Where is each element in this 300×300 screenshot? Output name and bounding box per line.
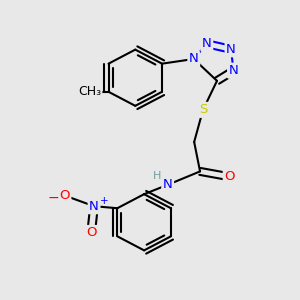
Text: N: N (202, 37, 212, 50)
Text: N: N (163, 178, 172, 191)
Text: S: S (199, 103, 207, 116)
Text: +: + (100, 196, 109, 206)
Text: CH₃: CH₃ (78, 85, 101, 98)
Text: N: N (189, 52, 199, 65)
Text: O: O (224, 170, 235, 183)
Text: N: N (229, 64, 238, 77)
Text: H: H (153, 171, 161, 181)
Text: N: N (89, 200, 99, 213)
Text: −: − (48, 191, 59, 205)
Text: N: N (226, 43, 236, 56)
Text: O: O (59, 189, 70, 202)
Text: O: O (86, 226, 96, 239)
